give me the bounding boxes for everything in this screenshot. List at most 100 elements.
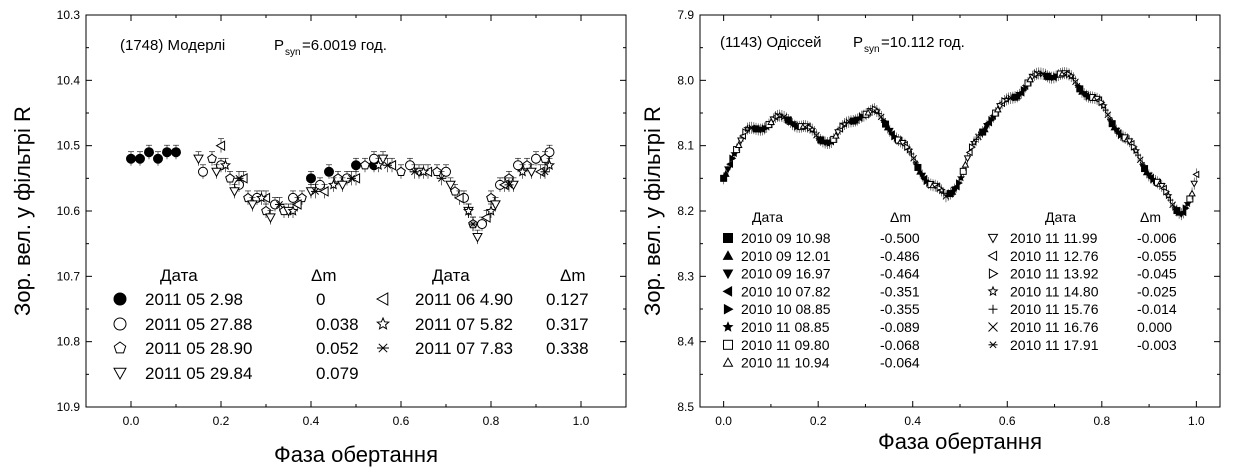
period-value: =6.0019 год. — [302, 37, 387, 54]
data-point — [1192, 170, 1200, 179]
y-tick-label: 10.3 — [57, 8, 81, 22]
legend-dm: -0.025 — [1137, 283, 1177, 299]
data-point — [462, 205, 475, 216]
data-point — [1188, 189, 1196, 197]
moderli-light-curve-panel: 0.0 0.2 0.4 0.6 0.8 1.0 10.3 10.4 10.5 10.6 10.7 10… — [10, 8, 627, 467]
legend-date: 2011 05 28.90 — [145, 339, 252, 358]
x-tick-label: 0.8 — [483, 414, 500, 428]
data-point — [1190, 180, 1199, 188]
axis-ticks: 0.0 0.2 0.4 0.6 0.8 1.0 10.3 10.4 10.5 10.6 10.7 10… — [57, 8, 626, 428]
data-point — [306, 173, 316, 184]
legend-date: 2011 06 4.90 — [415, 290, 513, 309]
legend-dm: -0.014 — [1137, 301, 1177, 317]
data-point — [247, 200, 258, 210]
legend-dm: 0.127 — [546, 290, 589, 309]
legend-marker — [988, 268, 999, 279]
period-subscript: syn — [285, 47, 301, 58]
legend-marker — [722, 321, 734, 332]
y-tick-label: 8.3 — [677, 269, 694, 283]
y-tick-label: 8.1 — [677, 139, 694, 153]
data-point — [477, 219, 487, 230]
legend-marker — [377, 343, 389, 353]
data-point — [193, 154, 204, 165]
legend-date: 2011 05 27.88 — [145, 315, 252, 334]
legend-dm: -0.351 — [880, 283, 920, 299]
legend-dm: -0.464 — [880, 266, 920, 282]
legend-date: 2011 05 2.98 — [145, 290, 243, 309]
legend-date: 2010 11 12.76 — [1010, 248, 1099, 264]
legend-dm: -0.068 — [880, 337, 920, 353]
data-point — [468, 220, 478, 228]
data-point — [288, 192, 298, 203]
legend: 2010 09 10.98 -0.500 2010 09 12.01 -0.486 20… — [722, 230, 1177, 371]
data-point — [956, 179, 963, 187]
data-point — [472, 233, 483, 243]
data-point — [211, 167, 222, 178]
legend-header-date-2: Дата — [1045, 209, 1076, 225]
data-point — [162, 147, 172, 158]
legend-marker — [988, 322, 998, 332]
data-point — [410, 168, 419, 176]
data-point — [885, 127, 894, 135]
data-point — [1125, 138, 1134, 146]
legend-dm: -0.055 — [1137, 248, 1177, 264]
data-point — [260, 192, 271, 204]
legend-marker — [988, 304, 998, 314]
data-point — [504, 181, 514, 189]
legend-date: 2010 11 13.92 — [1010, 266, 1099, 282]
data-point — [229, 187, 240, 197]
y-tick-label: 10.8 — [57, 335, 81, 349]
data-point — [347, 174, 356, 182]
data-point — [265, 213, 276, 224]
data-point — [734, 141, 743, 148]
legend-dm: 0.052 — [316, 339, 359, 358]
y-tick-label: 7.9 — [677, 8, 694, 22]
data-point — [291, 199, 302, 210]
x-tick-label: 0.8 — [1093, 414, 1110, 428]
data-point — [882, 120, 890, 128]
data-point — [490, 200, 501, 210]
data-point — [327, 179, 340, 190]
data-point — [918, 172, 927, 180]
legend-date: 2011 07 5.82 — [415, 315, 513, 334]
legend-marker — [722, 286, 733, 297]
y-tick-label: 8.4 — [677, 335, 694, 349]
legend-marker — [113, 341, 127, 354]
legend-marker — [722, 269, 734, 280]
data-point — [832, 131, 840, 139]
legend-marker — [987, 233, 999, 244]
legend-dm: -0.003 — [1137, 337, 1177, 353]
data-point — [737, 137, 745, 145]
data-point — [377, 154, 389, 165]
data-point — [318, 186, 329, 197]
legend-dm: -0.500 — [880, 230, 920, 246]
data-point — [369, 153, 379, 164]
x-tick-label: 0.4 — [904, 414, 921, 428]
data-point — [1130, 143, 1138, 151]
y-tick-label: 10.4 — [57, 73, 81, 87]
legend-date: 2010 11 08.85 — [741, 319, 830, 335]
legend-marker — [113, 367, 127, 381]
data-points — [720, 67, 1200, 221]
legend-dm: 0.338 — [546, 339, 589, 358]
data-point — [1108, 120, 1116, 128]
data-point — [372, 159, 385, 170]
legend-marker — [988, 341, 998, 349]
odissei-light-curve-panel: 0.0 0.2 0.4 0.6 0.8 1.07.98.08.18.28.38.48.5 … — [640, 8, 1221, 454]
data-points — [126, 138, 556, 245]
legend-marker — [723, 303, 734, 315]
x-tick-label: 1.0 — [1188, 414, 1205, 428]
y-tick-label: 10.7 — [57, 269, 81, 283]
data-point — [315, 179, 325, 190]
data-point — [126, 153, 136, 164]
legend-header-dm-2: Δm — [560, 266, 586, 285]
legend-dm: 0.000 — [1137, 319, 1172, 335]
y-tick-label: 8.2 — [677, 204, 694, 218]
data-point — [417, 165, 430, 177]
legend-marker — [376, 316, 390, 330]
legend-date: 2010 11 11.99 — [1010, 230, 1098, 246]
legend-date: 2010 09 10.98 — [741, 230, 831, 246]
data-point — [1098, 98, 1106, 107]
axis-ticks: 0.0 0.2 0.4 0.6 0.8 1.0 7.9 8.0 8.1 8.2 8.3 8.4 8.5 — [677, 8, 1220, 428]
legend-date: 2011 07 7.83 — [415, 339, 513, 358]
